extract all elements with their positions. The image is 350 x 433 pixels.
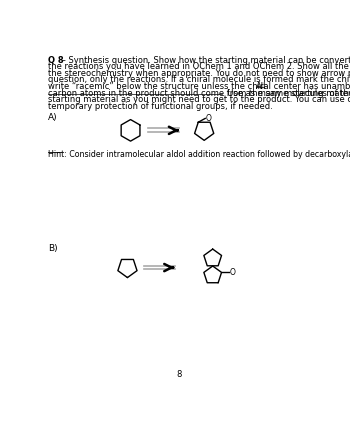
Text: All: All [256,82,267,91]
Text: the stereochemistry when appropriate. You do not need to show arrow pushing like: the stereochemistry when appropriate. Yo… [48,69,350,78]
Text: 8: 8 [177,370,182,379]
Text: O: O [230,268,236,277]
Text: B): B) [48,245,58,253]
Text: A): A) [48,113,58,123]
Text: starting material as you might need to get to the product. You can use carbon co: starting material as you might need to g… [48,95,350,104]
Text: . Use as many molecules of the: . Use as many molecules of the [222,88,350,97]
Text: Q 8: Q 8 [48,56,64,65]
Text: write “racemic” below the structure unless the chiral center has unambiguous ste: write “racemic” below the structure unle… [48,82,350,91]
Text: – Synthesis question. Show how the starting material can be converted to the pro: – Synthesis question. Show how the start… [59,56,350,65]
Text: Hint: Consider intramolecular aldol addition reaction followed by decarboxylatio: Hint: Consider intramolecular aldol addi… [48,150,350,159]
Text: the reactions you have learned in OChem 1 and OChem 2. Show all the reagents you: the reactions you have learned in OChem … [48,62,350,71]
Text: carbon atoms in the product should come from the same starting material: carbon atoms in the product should come … [48,88,350,97]
Text: temporary protection of functional groups, if needed.: temporary protection of functional group… [48,102,273,110]
Text: O: O [206,114,212,123]
Text: question, only the reactions. If a chiral molecule is formed mark the chiral cen: question, only the reactions. If a chira… [48,75,350,84]
